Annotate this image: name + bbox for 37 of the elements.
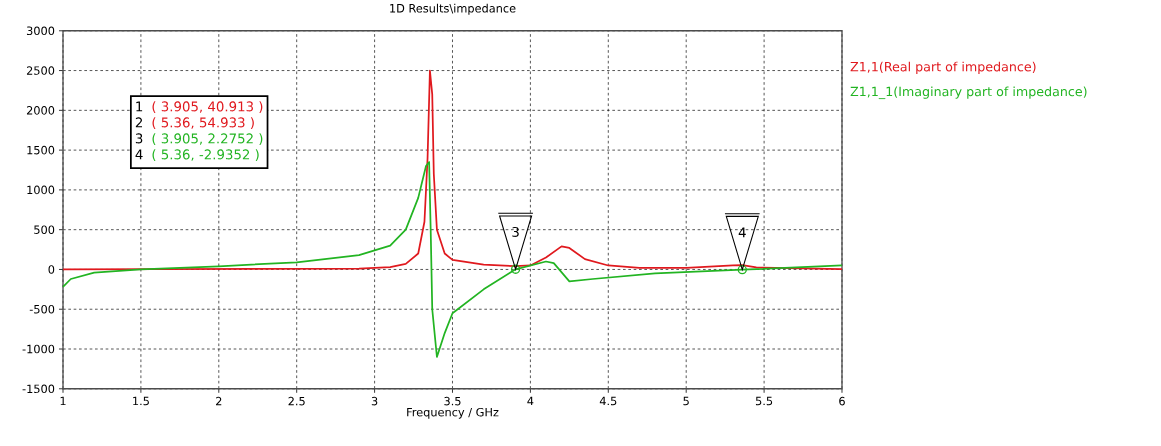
x-tick-label: 6 xyxy=(839,396,845,406)
y-tick-label: 1500 xyxy=(27,145,55,155)
annotation: 2 xyxy=(135,117,143,128)
annotation: 3 xyxy=(135,133,143,144)
annotation: 3 xyxy=(512,226,519,238)
annotation: 4 xyxy=(135,149,143,160)
annotation: ( 5.36, 54.933 ) xyxy=(152,117,254,130)
x-tick-label: 4.5 xyxy=(599,396,617,406)
x-tick-label: 1.5 xyxy=(133,396,149,406)
y-tick-label: 1000 xyxy=(27,185,55,195)
annotation: ( 3.905, 2.2752 ) xyxy=(152,133,263,146)
chart-title: 1D Results\impedance xyxy=(390,3,516,15)
x-tick-label: 5.5 xyxy=(755,396,773,406)
annotation: ( 5.36, -2.9352 ) xyxy=(152,149,259,162)
annotation: 1 xyxy=(136,101,143,112)
y-tick-label: 500 xyxy=(34,225,55,235)
x-tick-label: 5 xyxy=(683,396,689,406)
x-tick-label: 3.5 xyxy=(444,396,461,406)
annotation: ( 3.905, 40.913 ) xyxy=(152,101,263,114)
text: Z1,1(Real part of impedance) xyxy=(850,61,1036,75)
y-tick-label: -500 xyxy=(29,305,55,314)
y-tick-label: 2500 xyxy=(26,66,55,75)
y-tick-label: 2000 xyxy=(26,106,55,115)
line-series xyxy=(62,161,843,358)
x-axis-title: Frequency / GHz xyxy=(407,408,499,419)
annotation: 4 xyxy=(738,227,746,238)
text: Z1,1_1(Imaginary part of impedance) xyxy=(850,86,1087,100)
x-tick-label: 4 xyxy=(527,396,534,406)
line-series xyxy=(62,69,843,271)
x-tick-label: 2 xyxy=(216,396,222,406)
y-tick-label: -1500 xyxy=(22,384,55,394)
y-tick-label: -1000 xyxy=(22,344,55,354)
y-tick-label: 0 xyxy=(48,265,55,274)
x-tick-label: 2.5 xyxy=(288,396,305,406)
y-tick-label: 3000 xyxy=(26,26,55,36)
x-tick-label: 3 xyxy=(371,396,378,406)
x-tick-label: 1 xyxy=(60,396,66,406)
